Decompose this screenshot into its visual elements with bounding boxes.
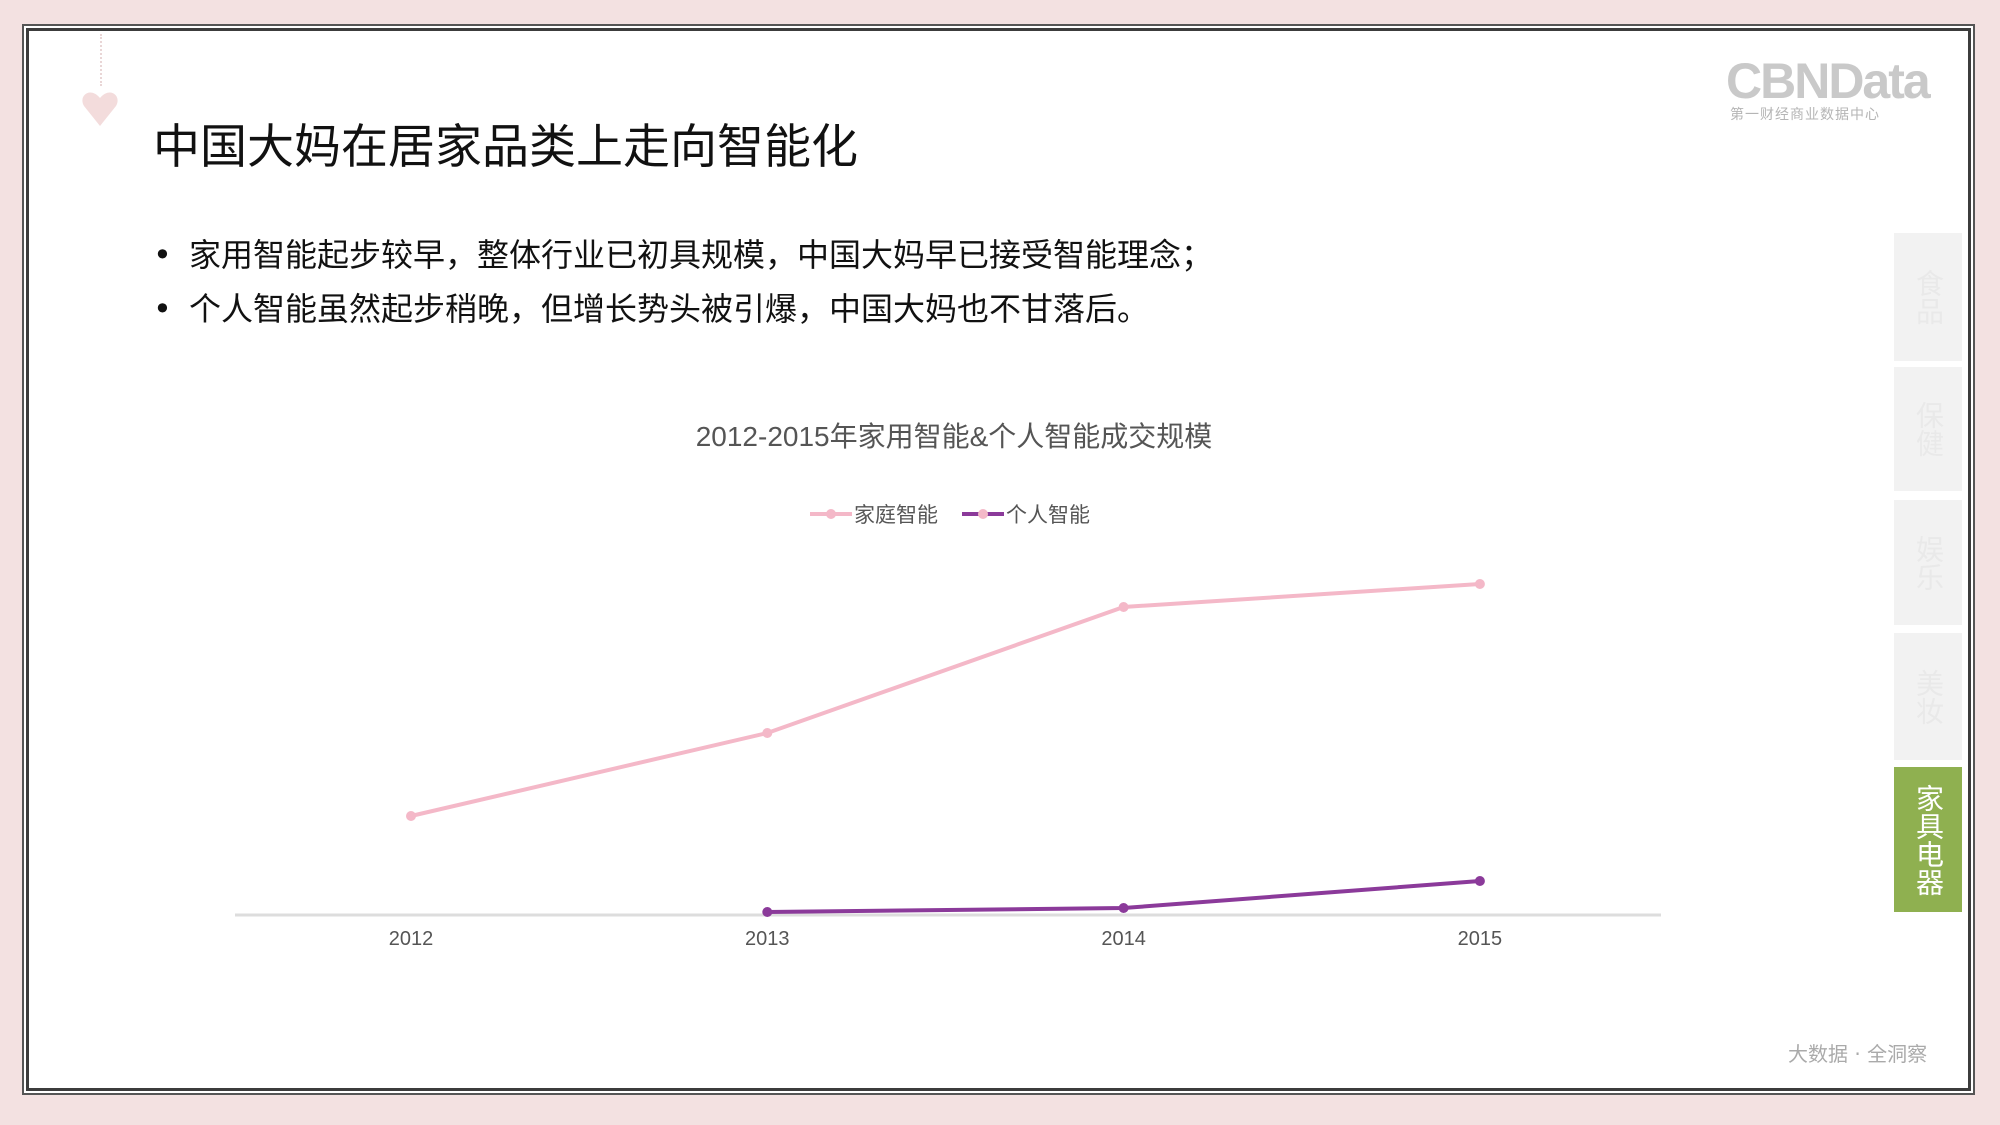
slide-frame	[26, 28, 1971, 1091]
tab-beauty[interactable]: 美妆	[1894, 633, 1962, 760]
heart-icon	[82, 92, 118, 126]
tab-label: 美妆	[1912, 668, 1945, 725]
bullet-item: 家用智能起步较早，整体行业已初具规模，中国大妈早已接受智能理念；	[153, 228, 1213, 282]
logo-text: CBNData	[1726, 53, 1931, 109]
bullet-list: 家用智能起步较早，整体行业已初具规模，中国大妈早已接受智能理念； 个人智能虽然起…	[153, 228, 1213, 336]
tab-entertainment[interactable]: 娱乐	[1894, 500, 1962, 625]
tab-label: 食品	[1912, 269, 1945, 325]
footer-slogan: 大数据 · 全洞察	[1788, 1042, 1928, 1066]
logo-subtitle: 第一财经商业数据中心	[1730, 107, 1880, 123]
tab-label: 娱乐	[1912, 534, 1945, 591]
tab-label: 家具电器	[1912, 783, 1945, 896]
tab-label: 保健	[1912, 401, 1945, 457]
tab-health[interactable]: 保健	[1894, 367, 1962, 491]
tab-food[interactable]: 食品	[1894, 233, 1962, 361]
cbndata-logo: CBNData 第一财经商业数据中心	[1726, 52, 1931, 124]
tab-home-appliances[interactable]: 家具电器	[1894, 767, 1962, 912]
heart-thread	[100, 34, 102, 86]
page-title: 中国大妈在居家品类上走向智能化	[153, 120, 858, 175]
bullet-item: 个人智能虽然起步稍晚，但增长势头被引爆，中国大妈也不甘落后。	[153, 282, 1213, 336]
